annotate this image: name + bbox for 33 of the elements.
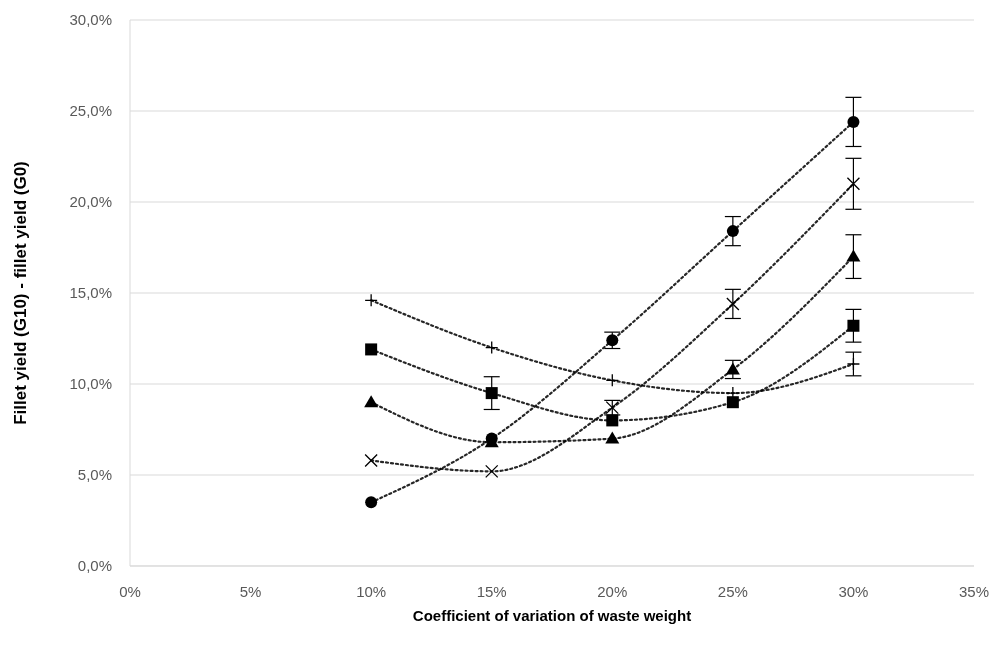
x-tick-label: 25% <box>717 582 748 600</box>
point <box>846 249 861 262</box>
x-tick-label: 5% <box>239 582 262 600</box>
x-tick-label: 30% <box>838 582 869 600</box>
point <box>847 115 860 128</box>
point <box>847 319 860 332</box>
point <box>365 496 378 509</box>
y-tick-label: 25,0% <box>69 102 112 120</box>
point <box>485 387 498 400</box>
y-tick-label: 0,0% <box>77 557 112 575</box>
point <box>485 464 499 479</box>
x-tick-label: 20% <box>597 582 628 600</box>
point <box>605 431 620 444</box>
y-axis-title: Fillet yield (G10) - fillet yield (G0) <box>11 161 31 425</box>
point <box>364 453 378 468</box>
x-axis-title: Coefficient of variation of waste weight <box>412 607 692 624</box>
x-tick-label: 0% <box>119 582 141 600</box>
x-tick-label: 10% <box>356 582 387 600</box>
point <box>726 396 739 409</box>
point <box>606 414 619 427</box>
x-tick-label: 15% <box>476 582 507 600</box>
point <box>364 395 379 408</box>
y-tick-label: 30,0% <box>69 11 112 29</box>
point <box>846 177 861 191</box>
y-tick-label: 10,0% <box>69 375 112 393</box>
point <box>726 225 739 238</box>
point <box>726 297 740 311</box>
y-tick-label: 20,0% <box>69 193 112 211</box>
x-tick-label: 35% <box>958 582 990 600</box>
y-tick-label: 15,0% <box>69 284 112 302</box>
point <box>365 343 378 356</box>
y-tick-label: 5,0% <box>77 466 112 484</box>
point <box>725 362 740 375</box>
